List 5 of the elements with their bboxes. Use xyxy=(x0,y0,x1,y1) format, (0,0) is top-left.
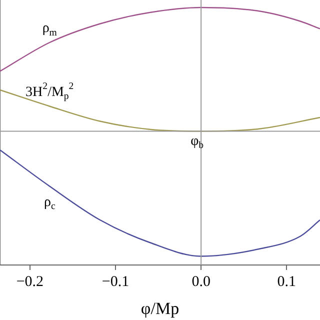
x-tick-label: 0.0 xyxy=(192,274,210,290)
x-axis-title: φ/Mp xyxy=(140,298,180,318)
x-tick-label: 0.1 xyxy=(277,274,296,290)
x-tick-label: −0.1 xyxy=(102,274,130,290)
x-tick-label: −0.2 xyxy=(16,274,44,290)
